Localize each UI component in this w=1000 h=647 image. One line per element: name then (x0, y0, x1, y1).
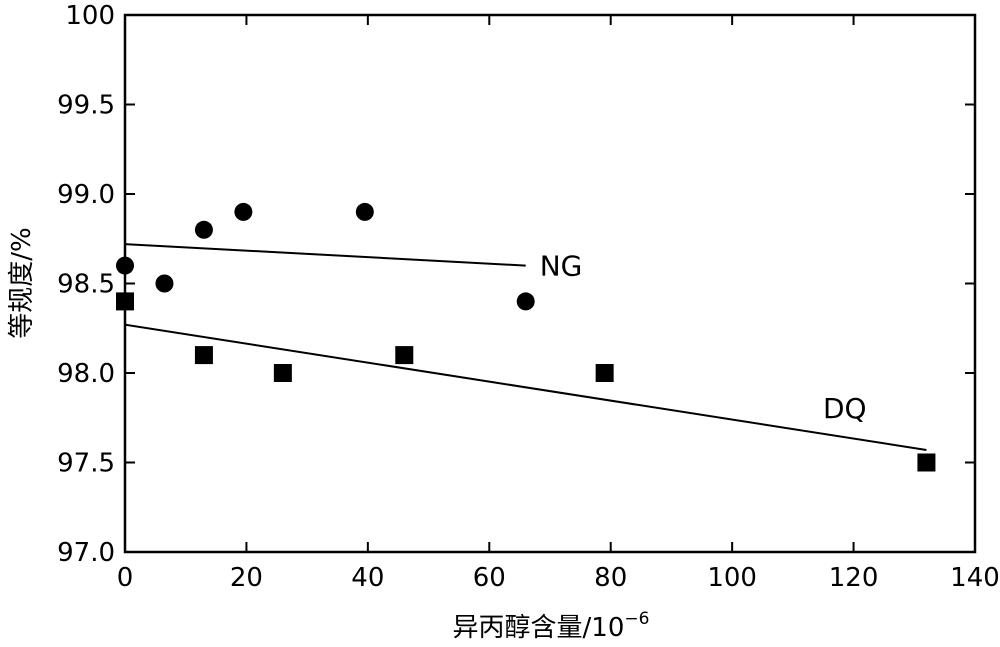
y-tick-label: 100 (65, 1, 115, 31)
x-tick-label: 120 (829, 563, 879, 593)
x-tick-label: 0 (117, 563, 134, 593)
x-tick-label: 140 (950, 563, 1000, 593)
dq-point (395, 346, 414, 365)
axis-ticks (124, 14, 976, 553)
ng-point (234, 202, 253, 221)
ng-point (516, 292, 535, 311)
series-labels: NG DQ (540, 250, 867, 425)
x-tick-label: 60 (473, 563, 506, 593)
y-axis-title: 等规度/% (7, 227, 37, 338)
y-tick-label: 98.5 (57, 270, 115, 300)
y-tick-label: 97.0 (57, 538, 115, 568)
dq-point (595, 364, 614, 382)
x-tick-label: 100 (707, 563, 757, 593)
fit-lines (124, 243, 927, 451)
dq-point (116, 292, 134, 311)
ng-point (155, 274, 174, 293)
ng-fit-line (124, 243, 526, 267)
dq-fit-line (124, 323, 927, 451)
x-axis-title-exponent: −6 (624, 609, 649, 629)
y-tick-label: 98.0 (57, 359, 115, 389)
x-axis-title: 异丙醇含量/10−6 (453, 609, 650, 643)
dq-point (917, 453, 936, 472)
dq-point (273, 364, 292, 382)
ng-point (194, 220, 213, 239)
dq-series-label: DQ (823, 392, 867, 425)
plot-frame (123, 13, 977, 554)
tick-labels: 0 20 40 60 80 100 120 140 97.0 97.5 98.0 98.5 99.0 99… (57, 1, 1000, 593)
x-tick-label: 20 (230, 563, 263, 593)
ng-point (355, 202, 374, 221)
dq-point (194, 346, 213, 365)
data-points (116, 202, 936, 472)
x-tick-label: 80 (594, 563, 627, 593)
x-axis-title-text: 异丙醇含量/10 (453, 613, 625, 643)
y-tick-label: 97.5 (57, 449, 115, 479)
x-tick-label: 40 (351, 563, 384, 593)
ng-series-label: NG (540, 250, 583, 283)
y-tick-label: 99.5 (57, 91, 115, 121)
y-tick-label: 99.0 (57, 180, 115, 210)
ng-point (116, 256, 134, 275)
